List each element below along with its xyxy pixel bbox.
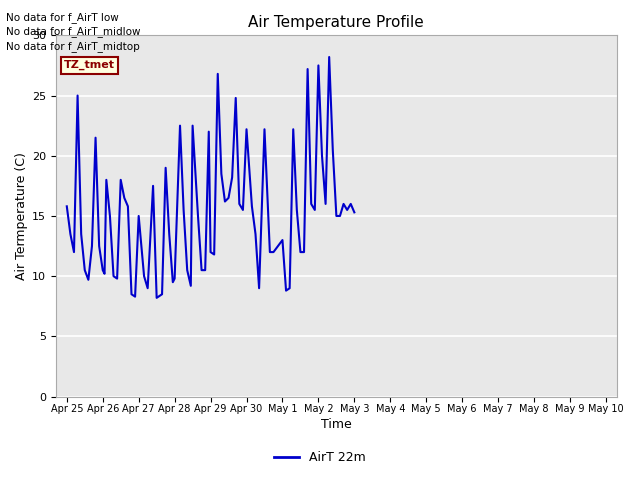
Title: Air Temperature Profile: Air Temperature Profile: [248, 15, 424, 30]
Legend: AirT 22m: AirT 22m: [269, 446, 371, 469]
Y-axis label: Air Termperature (C): Air Termperature (C): [15, 152, 28, 280]
Text: No data for f_AirT_midtop: No data for f_AirT_midtop: [6, 41, 140, 52]
Text: No data for f_AirT low: No data for f_AirT low: [6, 12, 119, 23]
Text: No data for f_AirT_midlow: No data for f_AirT_midlow: [6, 26, 141, 37]
Text: TZ_tmet: TZ_tmet: [64, 60, 115, 70]
X-axis label: Time: Time: [321, 419, 352, 432]
